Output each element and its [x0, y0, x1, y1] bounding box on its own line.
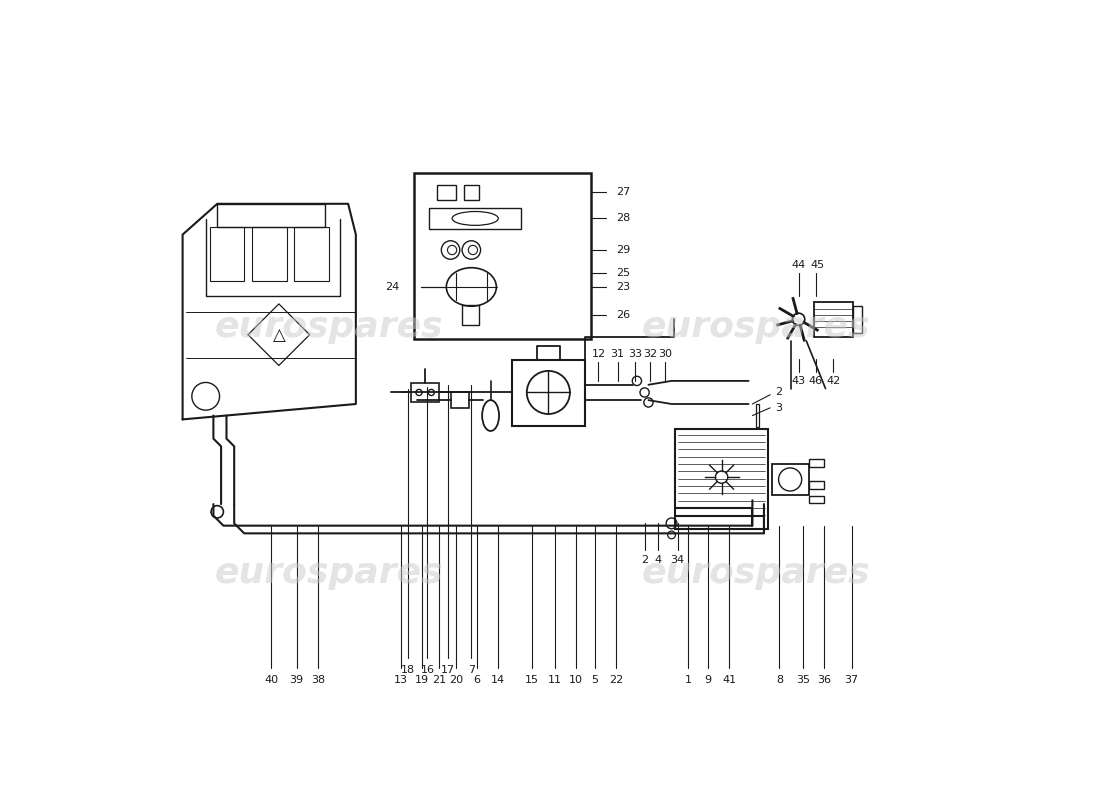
Bar: [808, 481, 824, 490]
Bar: [808, 496, 824, 503]
Text: 2: 2: [776, 387, 782, 398]
Text: 35: 35: [796, 674, 811, 685]
Bar: [437, 185, 455, 200]
Bar: [464, 185, 480, 200]
Text: 45: 45: [811, 261, 825, 270]
Text: 21: 21: [432, 674, 447, 685]
Bar: [414, 173, 591, 338]
Bar: [757, 404, 759, 427]
Text: 42: 42: [826, 376, 840, 386]
Bar: [252, 227, 286, 281]
Text: 5: 5: [591, 674, 598, 685]
Text: 36: 36: [817, 674, 830, 685]
Bar: [808, 459, 824, 467]
Text: 9: 9: [704, 674, 712, 685]
Bar: [295, 227, 329, 281]
Text: 16: 16: [420, 665, 434, 674]
Text: 24: 24: [385, 282, 399, 292]
Text: 12: 12: [592, 349, 605, 359]
Text: 13: 13: [394, 674, 407, 685]
Text: 30: 30: [659, 349, 672, 359]
Text: eurospares: eurospares: [214, 310, 443, 344]
Text: 1: 1: [685, 674, 692, 685]
Text: 4: 4: [654, 555, 661, 566]
Bar: [209, 227, 244, 281]
Text: 17: 17: [441, 665, 455, 674]
Text: eurospares: eurospares: [642, 557, 870, 590]
Text: 28: 28: [616, 214, 630, 223]
Bar: [462, 306, 480, 325]
Text: 33: 33: [628, 349, 642, 359]
Bar: [772, 464, 808, 495]
Text: 14: 14: [492, 674, 505, 685]
Text: 15: 15: [525, 674, 539, 685]
Text: 39: 39: [289, 674, 304, 685]
Text: eurospares: eurospares: [214, 557, 443, 590]
Text: 23: 23: [616, 282, 630, 292]
Text: 44: 44: [792, 261, 805, 270]
Text: 8: 8: [776, 674, 783, 685]
Text: 7: 7: [468, 665, 475, 674]
Text: 6: 6: [473, 674, 481, 685]
Text: 20: 20: [449, 674, 463, 685]
Text: 29: 29: [616, 245, 630, 255]
Text: 32: 32: [642, 349, 657, 359]
Bar: [411, 383, 439, 402]
Bar: [451, 393, 469, 408]
Text: 34: 34: [671, 555, 685, 566]
Text: eurospares: eurospares: [642, 310, 870, 344]
Text: 46: 46: [808, 376, 823, 386]
Bar: [675, 429, 768, 529]
Bar: [429, 208, 521, 230]
Text: 31: 31: [610, 349, 625, 359]
Text: △: △: [273, 326, 285, 344]
Bar: [218, 204, 326, 227]
Text: 37: 37: [845, 674, 859, 685]
Bar: [852, 306, 861, 333]
Text: 10: 10: [569, 674, 583, 685]
Text: 11: 11: [548, 674, 562, 685]
Text: 43: 43: [792, 376, 805, 386]
Text: 41: 41: [723, 674, 736, 685]
Text: 25: 25: [616, 268, 630, 278]
Text: 26: 26: [616, 310, 630, 321]
Text: 2: 2: [641, 555, 648, 566]
Text: 3: 3: [776, 403, 782, 413]
Text: 38: 38: [311, 674, 326, 685]
Text: 18: 18: [402, 665, 416, 674]
Text: 40: 40: [264, 674, 278, 685]
Text: 27: 27: [616, 187, 630, 198]
Text: 22: 22: [609, 674, 624, 685]
Bar: [513, 360, 585, 426]
Bar: [814, 302, 852, 337]
Text: 19: 19: [415, 674, 429, 685]
